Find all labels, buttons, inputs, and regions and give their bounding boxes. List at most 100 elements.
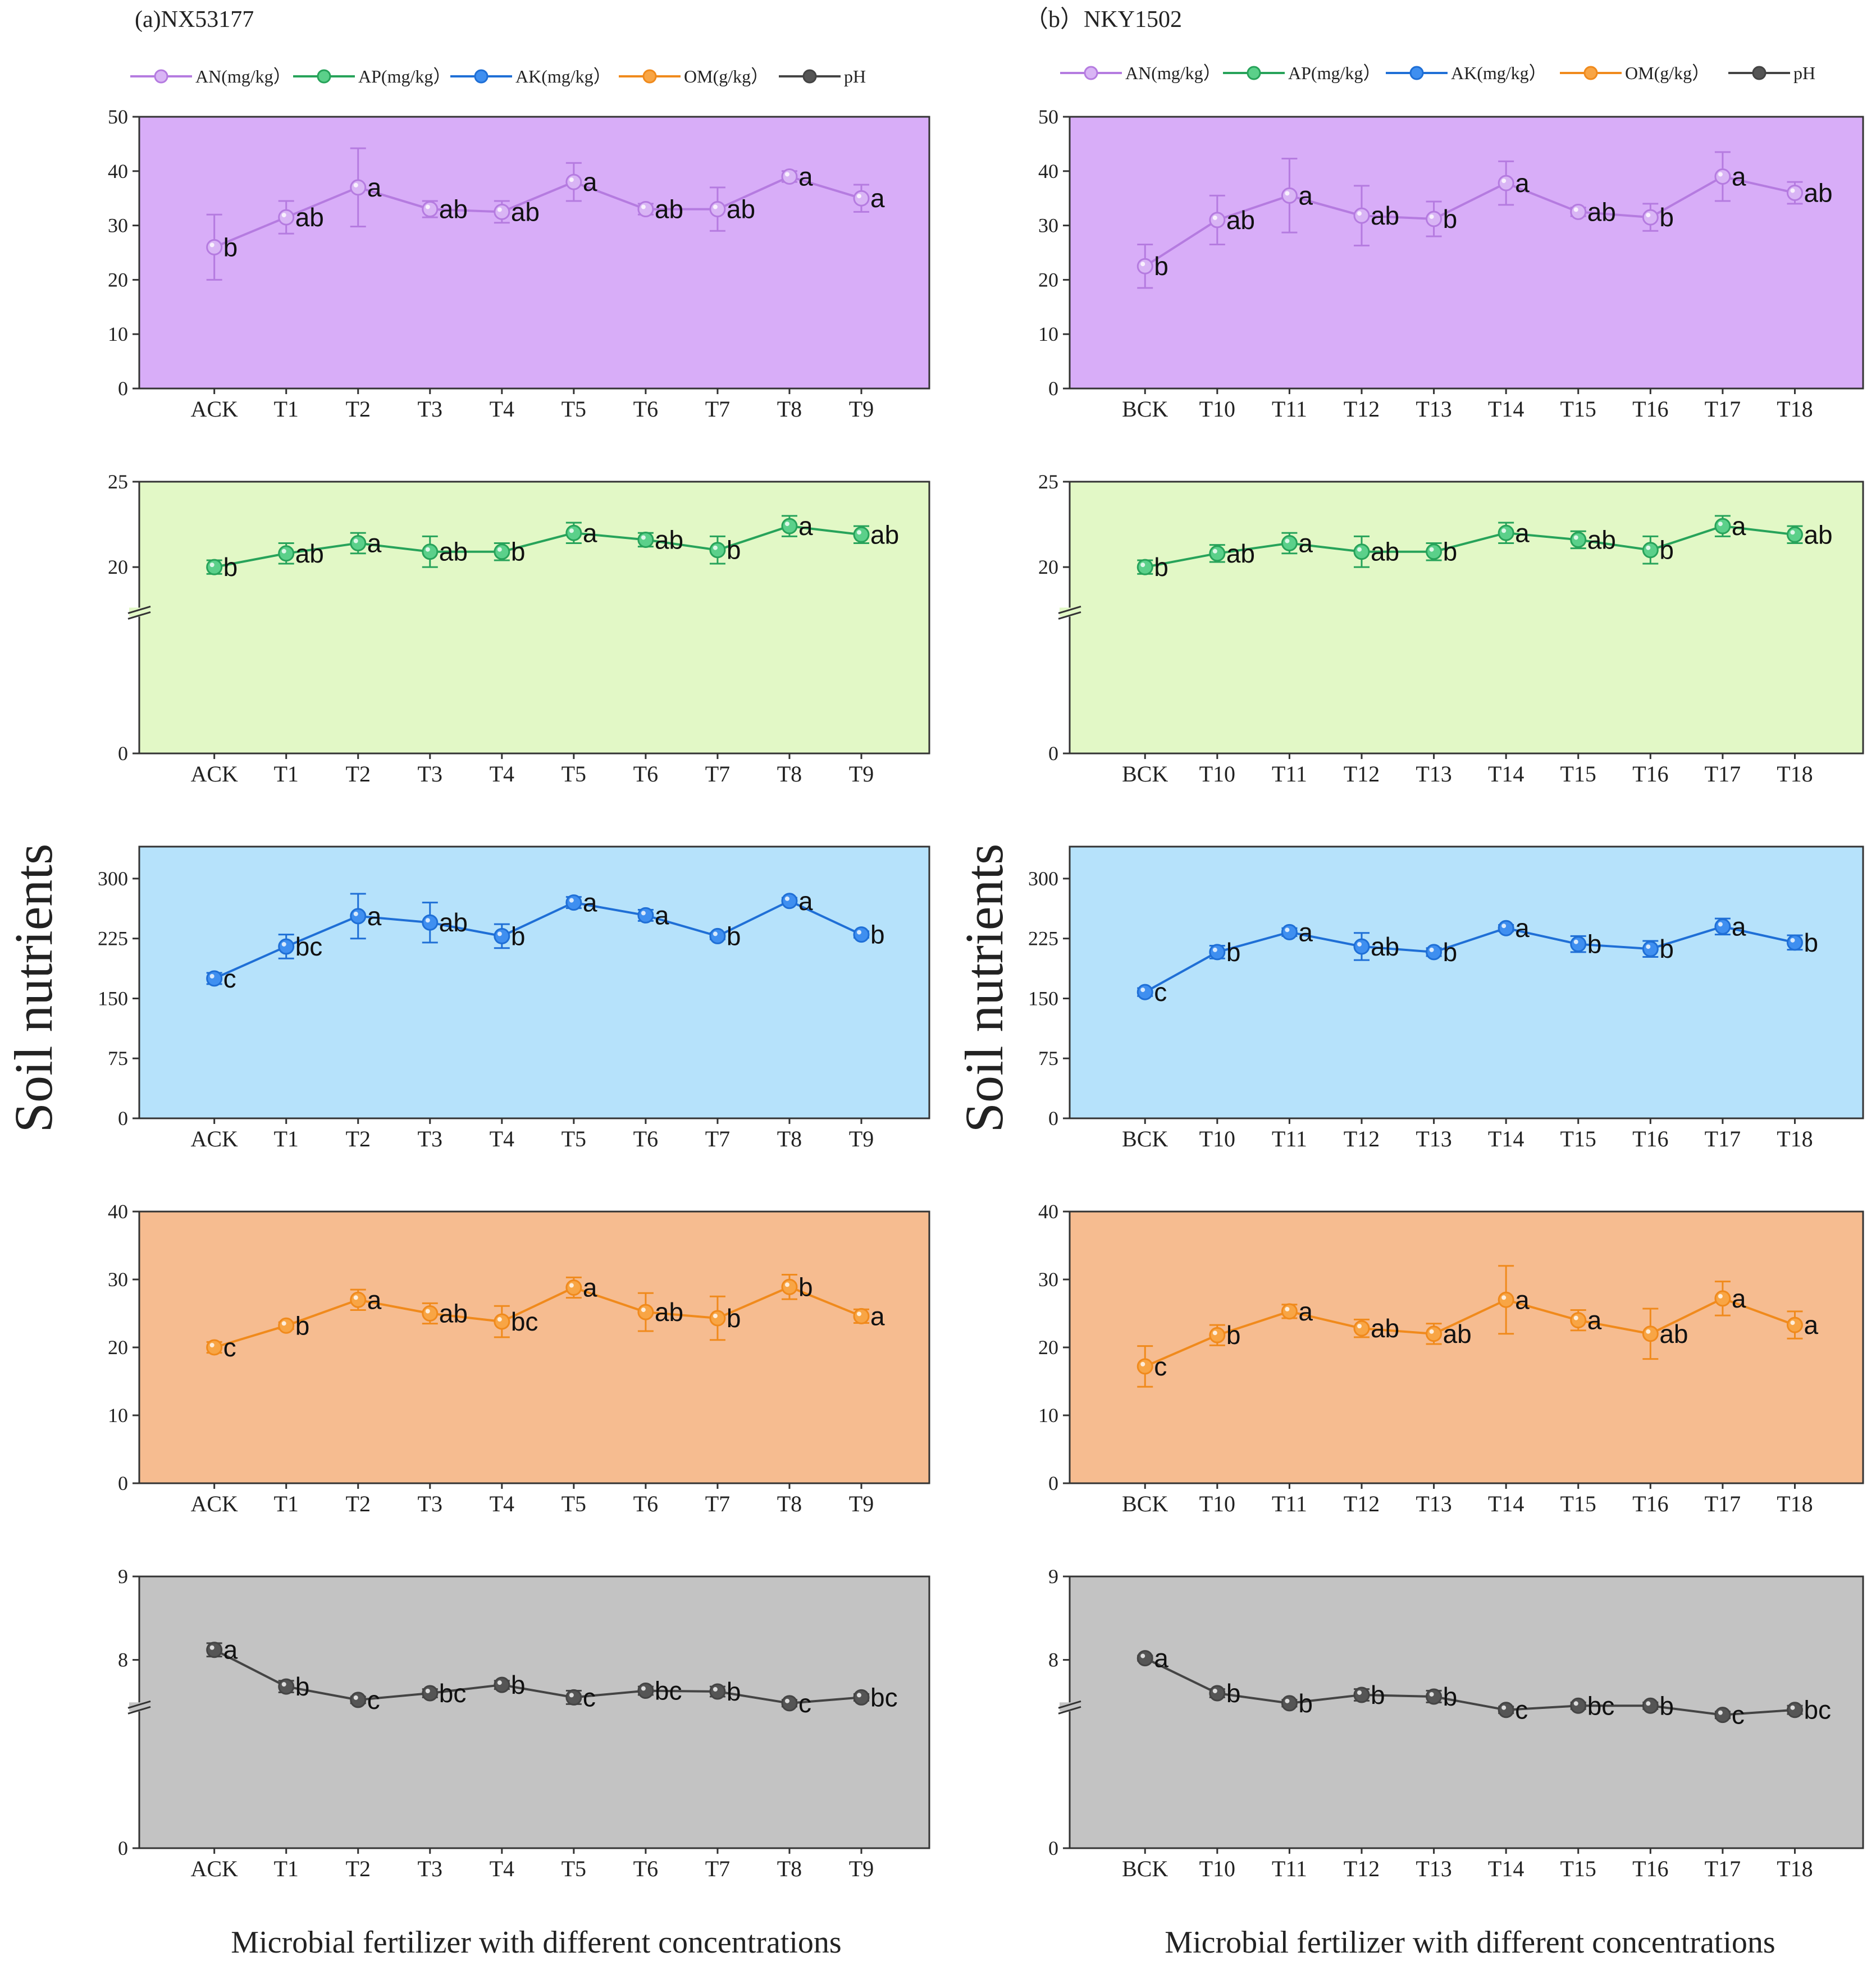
x-tick-label: T18 [1777,761,1813,787]
data-point [1281,535,1298,552]
x-tick-label: T14 [1488,396,1524,422]
significance-letter: ab [1587,525,1616,554]
data-point [1136,258,1153,275]
significance-letter: b [727,1304,741,1333]
x-tick-label: T1 [273,396,298,422]
y-tick-label: 40 [108,160,128,182]
significance-letter: b [511,537,526,566]
significance-letter: c [798,1689,811,1718]
data-point-highlight [1573,1701,1578,1706]
data-point-highlight [425,918,430,923]
data-point [1714,168,1731,185]
data-point [1642,209,1659,226]
data-point-highlight [856,194,861,199]
data-point-highlight [1212,1331,1217,1336]
data-point-highlight [281,549,286,554]
significance-letter: a [870,184,885,213]
x-tick-label: T1 [273,1856,298,1881]
data-point-highlight [1573,939,1578,944]
data-point [565,1279,582,1296]
significance-letter: b [1226,938,1241,967]
data-point-highlight [1285,927,1290,933]
y-tick-label: 30 [108,214,128,237]
data-point [781,1278,798,1295]
y-tick-label: 0 [118,377,128,400]
x-tick-label: T8 [777,1126,802,1151]
x-tick-label: T9 [849,1491,874,1516]
significance-letter: ab [1371,1314,1399,1343]
significance-letter: ab [1226,539,1255,568]
series-line [213,1648,862,1704]
data-point [494,927,510,944]
data-point [1498,1702,1514,1718]
data-point [853,926,870,943]
significance-letter: a [870,1301,885,1331]
significance-letter: a [583,888,597,917]
data-point-highlight [784,1282,789,1287]
legend-marker [1409,66,1424,80]
series-line [213,899,862,980]
significance-letter: ab [1371,932,1399,961]
data-point [1570,1697,1587,1714]
x-tick-label: T10 [1199,1126,1235,1151]
data-point [1426,543,1443,560]
y-tick-label: 8 [118,1649,128,1671]
x-tick-label: T7 [705,396,730,422]
y-tick-label: 225 [98,927,128,950]
x-tick-label: T16 [1632,1856,1668,1881]
data-point-highlight [1573,207,1578,212]
significance-letter: b [1804,928,1818,957]
x-tick-label: T14 [1488,1491,1524,1516]
y-tick-label: 30 [1038,214,1058,237]
x-tick-label: T13 [1416,1126,1451,1151]
data-point-highlight [713,545,718,550]
legend-label: AN(mg/kg） [195,66,291,86]
x-tick-label: T15 [1560,396,1596,422]
data-point-highlight [497,547,502,552]
data-point-highlight [856,1311,861,1317]
legend-label: OM(g/kg） [684,66,769,86]
significance-letter: b [1371,1680,1385,1710]
data-point-highlight [569,1693,574,1698]
y-tick-label: 20 [1038,268,1058,291]
y-tick-label: 0 [118,1472,128,1494]
x-tick-label: T10 [1199,1491,1235,1516]
series-line [1144,925,1795,993]
y-tick-label: 40 [108,1200,128,1223]
panel-b-x-axis-label: Microbial fertilizer with different conc… [1165,1925,1775,1960]
x-tick-label: T11 [1272,1126,1307,1151]
data-point [709,542,726,559]
x-tick-label: T8 [777,1491,802,1516]
significance-letter: a [1587,1306,1602,1335]
data-point [278,545,295,562]
x-tick-label: BCK [1122,1856,1168,1881]
data-point [1786,934,1803,951]
y-tick-label: 300 [1028,867,1058,890]
data-point [422,201,439,218]
data-point [494,1313,510,1330]
significance-letter: a [367,529,382,558]
y-tick-label: 25 [1038,470,1058,493]
y-tick-label: 0 [118,1107,128,1130]
x-tick-label: T17 [1705,396,1741,422]
x-tick-label: T2 [346,1491,371,1516]
x-tick-label: T9 [849,1126,874,1151]
significance-letter: a [1515,913,1530,943]
x-tick-label: T6 [633,1856,658,1881]
data-point-highlight [1790,938,1795,943]
significance-letter: a [1732,1284,1746,1313]
data-point-highlight [353,538,358,543]
data-point-highlight [497,1680,502,1685]
significance-letter: ab [511,197,540,226]
x-tick-label: T6 [633,761,658,787]
data-point-highlight [1573,535,1578,540]
y-tick-label: 20 [1038,1336,1058,1359]
data-point [1786,1702,1803,1718]
x-tick-label: T8 [777,396,802,422]
significance-letter: c [1515,1695,1528,1725]
legend-entry: AP(mg/kg） [293,66,451,86]
plot-area [138,116,930,390]
significance-letter: ab [1804,520,1832,549]
x-tick-label: BCK [1122,396,1168,422]
data-point-highlight [425,204,430,209]
